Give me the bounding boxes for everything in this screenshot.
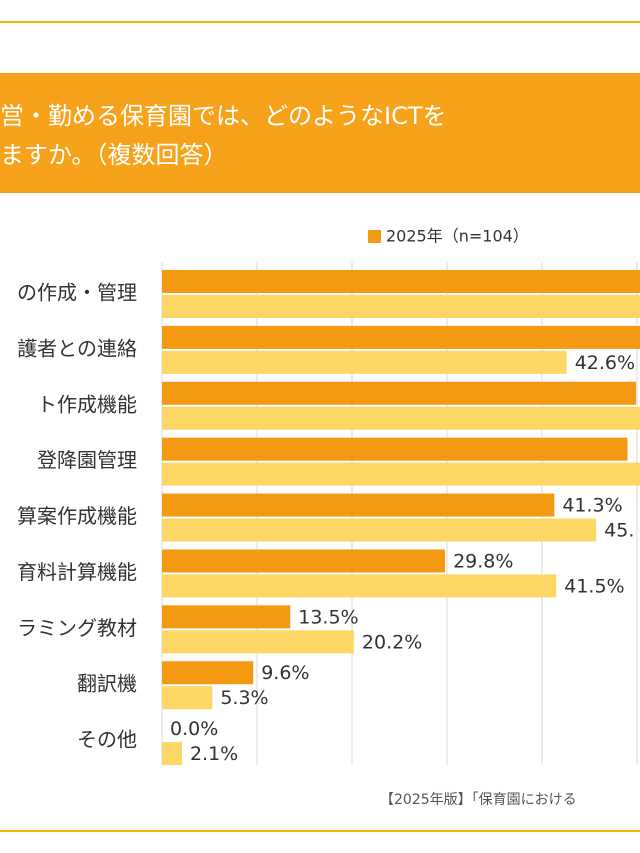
legend-swatch xyxy=(368,230,381,243)
bar xyxy=(162,406,640,430)
bar xyxy=(162,462,640,486)
value-label: 45. xyxy=(604,520,634,542)
category-label: 登降園管理 xyxy=(37,448,137,472)
bar xyxy=(162,493,555,517)
bar xyxy=(162,381,637,405)
bar xyxy=(162,437,628,461)
category-label: 算案作成機能 xyxy=(17,504,137,528)
title-band xyxy=(0,73,640,193)
bar xyxy=(162,630,354,654)
bar xyxy=(162,742,182,766)
bar xyxy=(162,325,640,349)
bar xyxy=(162,661,254,685)
footer: 【2025年版】「保育園における xyxy=(380,792,577,808)
bar xyxy=(162,295,640,318)
value-label: 41.3% xyxy=(562,495,622,517)
value-label: 9.6% xyxy=(261,662,309,684)
value-label: 2.1% xyxy=(190,743,238,765)
bar xyxy=(162,686,213,710)
category-label: 育料計算機能 xyxy=(17,560,137,584)
title-line: 営・勤める保育園では、どのようなICTを xyxy=(0,102,447,130)
legend-label: 2025年（n=104） xyxy=(386,227,529,246)
category-label: の作成・管理 xyxy=(17,281,137,305)
bar xyxy=(162,549,446,573)
category-label: ラミング教材 xyxy=(17,616,137,640)
value-label: 29.8% xyxy=(453,550,513,572)
bar xyxy=(162,270,640,293)
title-line: ますか。（複数回答） xyxy=(0,141,228,169)
value-label: 41.5% xyxy=(564,575,624,597)
value-label: 5.3% xyxy=(220,687,268,709)
category-label: ト作成機能 xyxy=(37,392,137,416)
value-label: 20.2% xyxy=(362,631,422,653)
value-label: 42.6% xyxy=(575,352,635,374)
value-label: 0.0% xyxy=(170,718,218,740)
category-label: その他 xyxy=(77,728,137,752)
bar xyxy=(162,350,567,374)
bar xyxy=(162,605,291,629)
bar xyxy=(162,518,597,542)
value-label: 13.5% xyxy=(298,606,358,628)
category-label: 翻訳機 xyxy=(77,672,137,696)
bar xyxy=(162,574,557,598)
category-label: 護者との連絡 xyxy=(17,336,137,360)
